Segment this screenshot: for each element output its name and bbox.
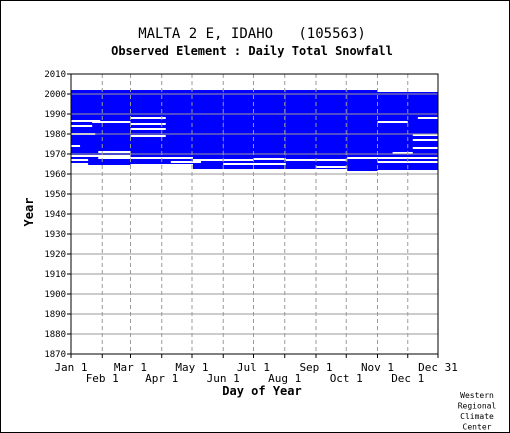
credit-line: Regional bbox=[458, 402, 497, 411]
y-tick-label: 2010 bbox=[44, 70, 66, 80]
y-tick-label: 1930 bbox=[44, 230, 66, 240]
y-tick-label: 1900 bbox=[44, 290, 66, 300]
missing-data-line bbox=[347, 157, 378, 159]
y-tick-label: 2000 bbox=[44, 90, 66, 100]
y-tick-label: 1960 bbox=[44, 170, 66, 180]
y-tick-label: 1980 bbox=[44, 130, 66, 140]
chart-subtitle: Observed Element : Daily Total Snowfall bbox=[111, 44, 393, 58]
missing-data-line bbox=[71, 120, 101, 122]
coverage-block bbox=[253, 90, 286, 169]
missing-data-line bbox=[412, 147, 438, 149]
y-axis-label: Year bbox=[22, 198, 36, 227]
coverage-block bbox=[316, 90, 348, 169]
missing-data-line bbox=[285, 159, 348, 161]
x-tick-label: Feb 1 bbox=[86, 372, 119, 385]
missing-data-line bbox=[316, 166, 348, 168]
x-tick-label: Oct 1 bbox=[330, 372, 363, 385]
missing-data-line bbox=[92, 121, 131, 123]
x-axis-label: Day of Year bbox=[222, 384, 301, 398]
missing-data-line bbox=[377, 121, 408, 123]
chart-title: MALTA 2 E, IDAHO (105563) bbox=[138, 26, 366, 42]
missing-data-line bbox=[98, 151, 131, 153]
y-tick-label: 1910 bbox=[44, 270, 66, 280]
missing-data-line bbox=[71, 145, 81, 147]
x-tick-label: May 1 bbox=[175, 361, 208, 374]
x-tick-label: Dec 1 bbox=[391, 372, 424, 385]
missing-data-line bbox=[71, 155, 131, 157]
y-tick-label: 1940 bbox=[44, 210, 66, 220]
y-tick-label: 1920 bbox=[44, 250, 66, 260]
credit-line: Center bbox=[463, 423, 492, 432]
missing-data-line bbox=[417, 117, 438, 119]
y-tick-label: 1880 bbox=[44, 330, 66, 340]
missing-data-line bbox=[71, 159, 89, 161]
missing-data-line bbox=[130, 117, 166, 119]
missing-data-line bbox=[170, 161, 202, 163]
missing-data-line bbox=[130, 135, 166, 137]
missing-data-line bbox=[71, 163, 89, 165]
missing-data-line bbox=[130, 123, 166, 125]
x-tick-label: Mar 1 bbox=[114, 361, 147, 374]
x-tick-label: Nov 1 bbox=[361, 361, 394, 374]
missing-data-line bbox=[392, 152, 413, 154]
y-tick-label: 1890 bbox=[44, 310, 66, 320]
missing-data-line bbox=[253, 158, 286, 160]
missing-data-line bbox=[412, 139, 438, 141]
x-tick-label: Jan 1 bbox=[54, 361, 87, 374]
x-tick-label: Sep 1 bbox=[299, 361, 332, 374]
missing-data-line bbox=[98, 157, 131, 159]
axis-ticks: 1870 1880 1890 1900 1910 1920 1930 1940 1950 1960… bbox=[44, 70, 458, 385]
coverage-block bbox=[285, 90, 317, 169]
credit-line: Climate bbox=[460, 412, 494, 421]
missing-data-line bbox=[130, 128, 166, 130]
missing-data-line bbox=[223, 163, 286, 165]
y-tick-label: 1950 bbox=[44, 190, 66, 200]
x-tick-label: Jun 1 bbox=[207, 372, 240, 385]
missing-data-line bbox=[412, 134, 438, 136]
y-tick-label: 1970 bbox=[44, 150, 66, 160]
coverage-block bbox=[192, 90, 224, 169]
x-tick-label: Dec 31 bbox=[418, 361, 458, 374]
coverage-block bbox=[223, 90, 254, 169]
x-tick-label: Jul 1 bbox=[237, 361, 270, 374]
missing-data-line bbox=[71, 125, 93, 127]
x-tick-label: Aug 1 bbox=[268, 372, 301, 385]
credit-line: Western bbox=[460, 391, 494, 400]
y-tick-label: 1990 bbox=[44, 110, 66, 120]
y-tick-label: 1870 bbox=[44, 350, 66, 360]
x-tick-label: Apr 1 bbox=[145, 372, 178, 385]
